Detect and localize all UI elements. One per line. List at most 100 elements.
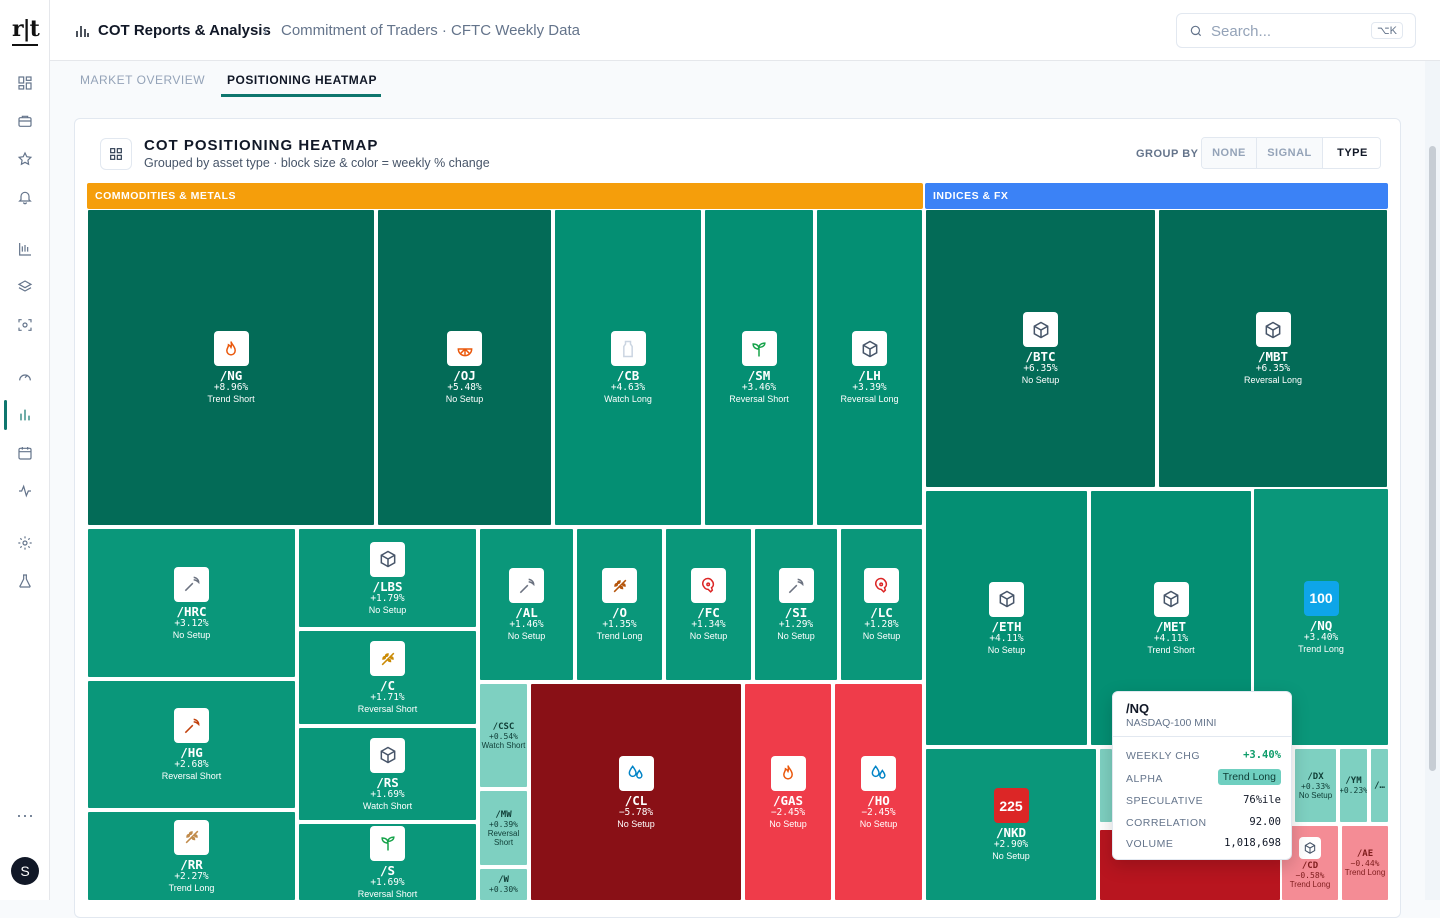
heatmap-tile[interactable]: /CL −5.78% No Setup bbox=[531, 684, 741, 900]
heatmap-tile[interactable]: /O +1.35% Trend Long bbox=[577, 529, 662, 680]
sidebar-active-indicator bbox=[4, 400, 7, 430]
heatmap-tile[interactable]: /ETH +4.11% No Setup bbox=[926, 491, 1087, 745]
tile-signal: Watch Long bbox=[604, 394, 652, 404]
card-subtitle: Grouped by asset type · block size & col… bbox=[144, 156, 490, 170]
tile-signal: No Setup bbox=[1298, 790, 1333, 800]
calendar-icon[interactable] bbox=[15, 443, 35, 463]
meat-icon bbox=[691, 568, 726, 603]
star-icon[interactable] bbox=[15, 149, 35, 169]
heatmap-tile[interactable]: 225/NKD +2.90% No Setup bbox=[926, 749, 1096, 900]
tile-signal: No Setup bbox=[617, 818, 655, 829]
search-box[interactable]: ⌥K bbox=[1176, 13, 1416, 48]
avatar[interactable]: S bbox=[11, 857, 39, 885]
tab-market-overview[interactable]: MARKET OVERVIEW bbox=[80, 73, 206, 87]
heatmap-tile[interactable]: /… bbox=[1371, 749, 1388, 822]
tile-signal: Trend Short bbox=[207, 394, 255, 404]
briefcase-icon[interactable] bbox=[15, 111, 35, 131]
heatmap-tile[interactable]: /FC +1.34% No Setup bbox=[666, 529, 751, 680]
settings-icon[interactable] bbox=[15, 533, 35, 553]
heatmap-tile[interactable]: /BTC +6.35% No Setup bbox=[926, 210, 1155, 487]
heatmap-tile[interactable]: /OJ +5.48% No Setup bbox=[378, 210, 551, 525]
heatmap-tile[interactable]: /MW +0.39% Reversal Short bbox=[480, 791, 527, 865]
tile-symbol: /O bbox=[611, 605, 628, 620]
scrollbar-thumb[interactable] bbox=[1429, 146, 1436, 771]
heatmap-tile[interactable]: /RR +2.27% Trend Long bbox=[88, 812, 295, 900]
candlestick-icon[interactable] bbox=[15, 239, 35, 259]
box-icon bbox=[1023, 312, 1058, 347]
heatmap-tile[interactable]: /HRC +3.12% No Setup bbox=[88, 529, 295, 677]
badge-label: 225 bbox=[999, 797, 1023, 814]
bar-chart-icon[interactable] bbox=[15, 405, 35, 425]
heatmap-tile[interactable]: /HG +2.68% Reversal Short bbox=[88, 681, 295, 808]
box-icon bbox=[370, 541, 405, 577]
tile-symbol: /LH bbox=[858, 368, 881, 383]
badge-100-icon: 100 bbox=[1303, 580, 1339, 616]
search-input[interactable] bbox=[1211, 21, 1361, 41]
group-type-button[interactable]: TYPE bbox=[1323, 138, 1380, 168]
heatmap-tile[interactable]: /GAS −2.45% No Setup bbox=[745, 684, 831, 900]
flask-icon[interactable] bbox=[15, 571, 35, 591]
bell-icon[interactable] bbox=[15, 187, 35, 207]
tile-symbol: /FC bbox=[697, 605, 720, 620]
heatmap-tile[interactable]: /DX +0.33% No Setup bbox=[1295, 749, 1336, 822]
heatmap-tile[interactable]: /LBS +1.79% No Setup bbox=[299, 529, 476, 627]
heatmap-tile[interactable]: /SI +1.29% No Setup bbox=[755, 529, 837, 680]
tile-signal: No Setup bbox=[987, 644, 1026, 655]
heatmap-tile[interactable]: /CB +4.63% Watch Long bbox=[555, 210, 701, 525]
badge-225-icon: 225 bbox=[993, 788, 1029, 823]
heatmap-tile[interactable] bbox=[1100, 749, 1112, 822]
heatmap-tile[interactable]: /SM +3.46% Reversal Short bbox=[705, 210, 813, 525]
scan-icon[interactable] bbox=[15, 315, 35, 335]
gauge-icon[interactable] bbox=[15, 367, 35, 387]
heatmap-tile[interactable]: /MBT +6.35% Reversal Long bbox=[1159, 210, 1387, 487]
heatmap-tile[interactable]: /LC +1.28% No Setup bbox=[841, 529, 922, 680]
box-icon bbox=[1153, 581, 1189, 617]
tile-signal: No Setup bbox=[445, 394, 484, 404]
more-icon[interactable]: ··· bbox=[16, 805, 34, 825]
page-title: COT Reports & Analysis bbox=[98, 22, 271, 39]
tile-symbol: /CD bbox=[1301, 861, 1319, 871]
scrollbar[interactable] bbox=[1425, 61, 1440, 900]
heatmap-tile[interactable]: /RS +1.69% Watch Short bbox=[299, 728, 476, 820]
heatmap-tile[interactable]: /HO −2.45% No Setup bbox=[835, 684, 922, 900]
tile-signal: Trend Short bbox=[1147, 644, 1195, 655]
tile-change: +4.11% bbox=[989, 632, 1024, 644]
tile-change: +4.63% bbox=[610, 382, 646, 393]
tile-change: +1.69% bbox=[370, 788, 405, 800]
group-none-button[interactable]: NONE bbox=[1202, 138, 1257, 168]
heatmap-tile[interactable]: /LH +3.39% Reversal Long bbox=[817, 210, 922, 525]
tile-symbol: /HG bbox=[180, 745, 203, 760]
activity-icon[interactable] bbox=[15, 481, 35, 501]
top-bar: COT Reports & Analysis › Commitment of T… bbox=[50, 0, 1440, 61]
heatmap-tile[interactable]: /NG +8.96% Trend Short bbox=[88, 210, 374, 525]
tile-change: +6.35% bbox=[1255, 363, 1291, 374]
tooltip-key: VOLUME bbox=[1126, 838, 1174, 850]
heatmap-tile[interactable]: /S +1.69% Reversal Short bbox=[299, 824, 476, 900]
heatmap-tile[interactable]: /C +1.71% Reversal Short bbox=[299, 631, 476, 724]
tab-positioning-heatmap[interactable]: POSITIONING HEATMAP bbox=[227, 73, 377, 87]
heatmap-tile[interactable]: /AE −0.44% Trend Long bbox=[1342, 826, 1388, 900]
tile-symbol: /HO bbox=[867, 792, 890, 808]
tile-change: +6.35% bbox=[1023, 363, 1058, 374]
tile-signal: Trend Long bbox=[1344, 868, 1386, 877]
tile-change: +3.46% bbox=[741, 382, 777, 393]
tile-change: +1.71% bbox=[370, 692, 405, 703]
heatmap-tile[interactable]: /W +0.30% bbox=[480, 869, 527, 900]
tile-change: +1.79% bbox=[370, 592, 405, 604]
tooltip-symbol: /NQ bbox=[1126, 701, 1150, 716]
group-signal-button[interactable]: SIGNAL bbox=[1257, 138, 1323, 168]
heatmap-tile[interactable]: /CD −0.58% Trend Long bbox=[1282, 826, 1338, 900]
tile-change: +1.46% bbox=[509, 619, 544, 630]
tile-change: +2.90% bbox=[993, 839, 1029, 850]
tile-change: +4.11% bbox=[1153, 632, 1189, 644]
chart-icon bbox=[76, 26, 89, 37]
tile-symbol: /MET bbox=[1155, 618, 1187, 634]
tile-signal: Reversal Long bbox=[1243, 375, 1303, 385]
heatmap-tile[interactable]: /AL +1.46% No Setup bbox=[480, 529, 573, 680]
heatmap-tile[interactable]: /YM +0.23% bbox=[1340, 749, 1367, 822]
heatmap-tile[interactable]: /CSC +0.54% Watch Short bbox=[480, 684, 527, 787]
dashboard-icon[interactable] bbox=[15, 73, 35, 93]
tile-symbol: /CSC bbox=[492, 721, 515, 732]
tile-signal: No Setup bbox=[172, 629, 211, 640]
layers-icon[interactable] bbox=[15, 277, 35, 297]
